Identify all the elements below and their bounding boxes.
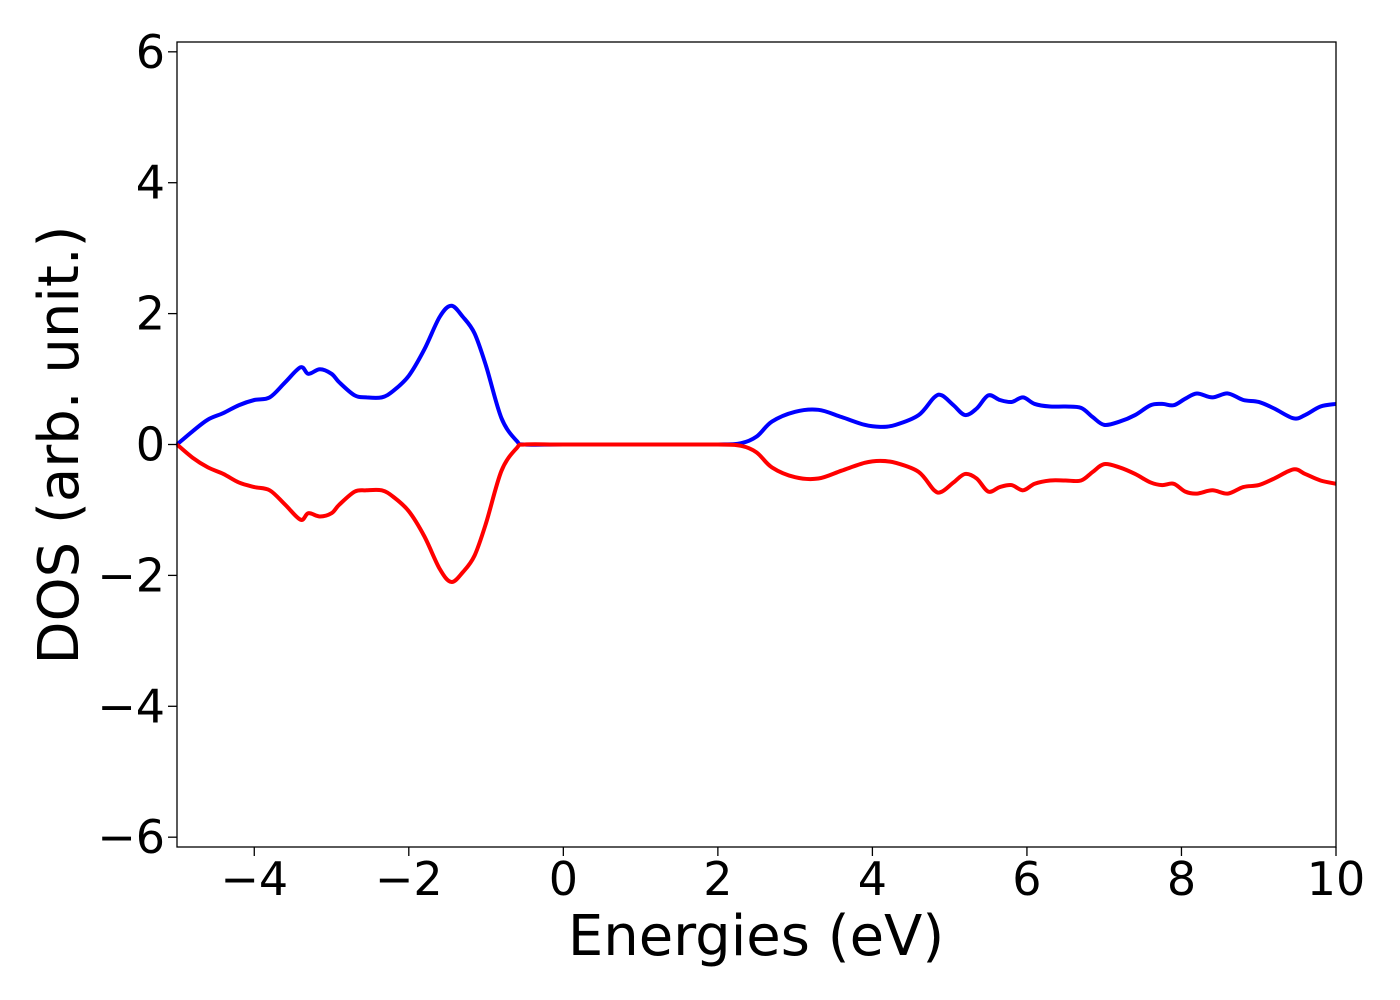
x-tick-label: 2 — [703, 852, 732, 906]
y-tick-label: −6 — [97, 810, 165, 864]
x-tick-label: 8 — [1167, 852, 1196, 906]
x-tick-label: −2 — [375, 852, 443, 906]
y-axis-label: DOS (arb. unit.) — [27, 225, 92, 664]
x-axis: −4 −2 0 2 4 6 8 10 — [220, 847, 1365, 906]
y-tick-label: 2 — [136, 287, 165, 341]
dos-line-red — [175, 442, 1337, 584]
dos-line-blue — [175, 303, 1337, 447]
series-lines — [175, 303, 1337, 584]
y-tick-label: 0 — [136, 418, 165, 472]
x-tick-label: 0 — [549, 852, 578, 906]
y-tick-label: −2 — [97, 548, 165, 602]
x-tick-label: 6 — [1012, 852, 1041, 906]
y-tick-label: −4 — [97, 679, 165, 733]
x-tick-label: 4 — [858, 852, 887, 906]
plot-frame — [176, 41, 1337, 848]
y-tick-label: 4 — [136, 156, 165, 210]
x-tick-label: −4 — [220, 852, 288, 906]
x-tick-label: 10 — [1307, 852, 1366, 906]
y-axis: 6 4 2 0 −2 −4 −6 — [97, 25, 177, 864]
y-tick-label: 6 — [136, 25, 165, 79]
x-axis-label: Energies (eV) — [568, 904, 944, 969]
